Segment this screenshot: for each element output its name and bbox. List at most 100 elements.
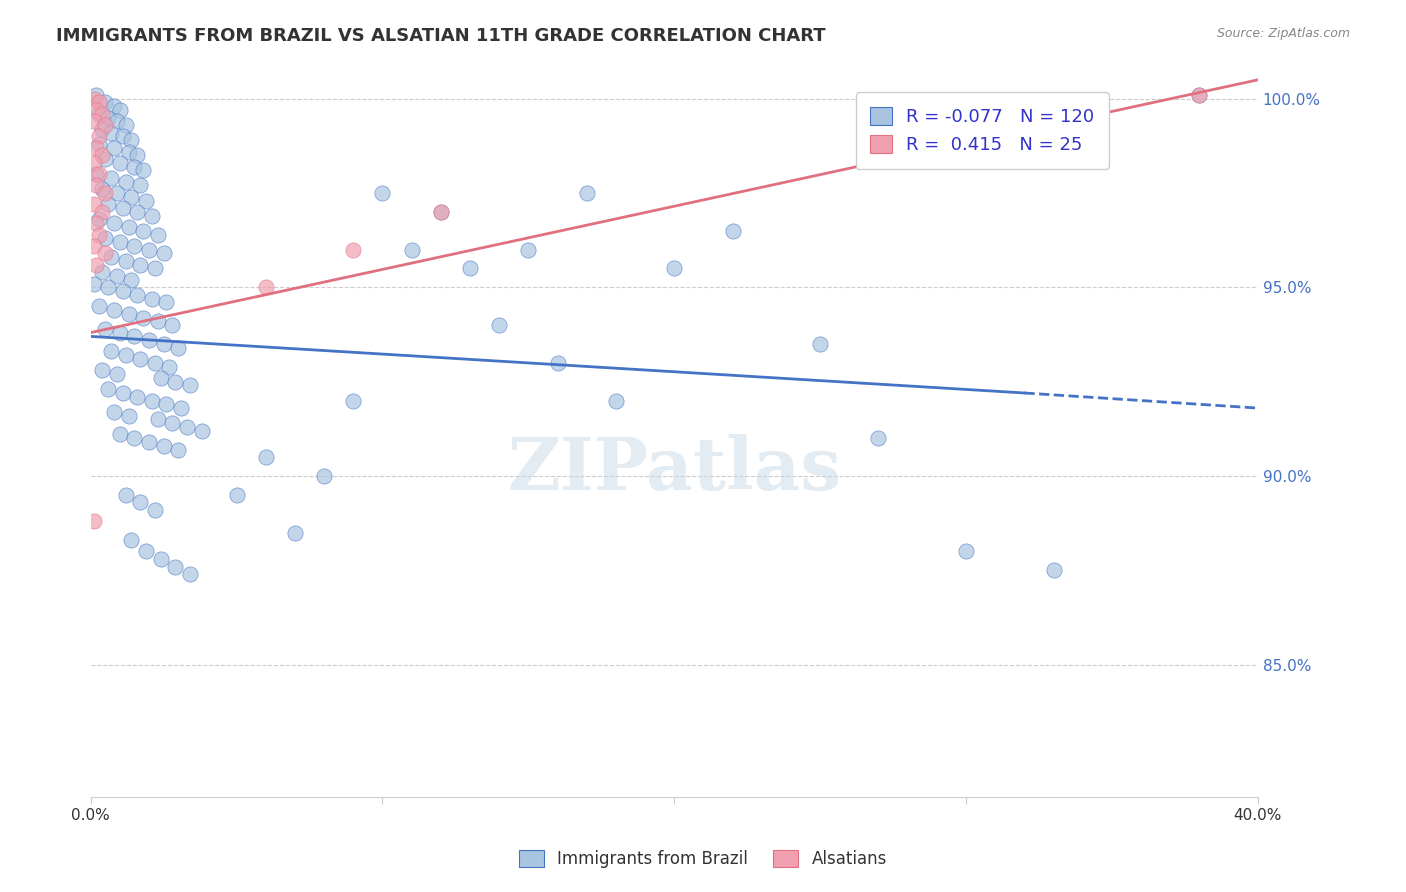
Point xyxy=(135,194,157,208)
Point xyxy=(97,382,120,396)
Point xyxy=(132,224,155,238)
Point xyxy=(89,95,111,110)
Point xyxy=(89,167,111,181)
Point xyxy=(127,390,149,404)
Point xyxy=(143,356,166,370)
Point xyxy=(165,375,187,389)
Point xyxy=(111,284,134,298)
Point xyxy=(105,268,128,283)
Point xyxy=(124,239,146,253)
Point xyxy=(146,314,169,328)
Point xyxy=(138,243,160,257)
Point xyxy=(124,160,146,174)
Point xyxy=(83,114,105,128)
Point xyxy=(458,261,481,276)
Point xyxy=(91,107,114,121)
Point xyxy=(94,322,117,336)
Point xyxy=(111,386,134,401)
Point xyxy=(167,341,190,355)
Point xyxy=(91,363,114,377)
Point xyxy=(94,246,117,260)
Point xyxy=(129,351,152,366)
Point xyxy=(97,197,120,211)
Point xyxy=(114,118,136,132)
Point xyxy=(547,356,569,370)
Point xyxy=(225,488,247,502)
Point xyxy=(342,243,364,257)
Point xyxy=(100,126,122,140)
Point xyxy=(430,205,453,219)
Point xyxy=(91,265,114,279)
Point xyxy=(575,186,598,200)
Point xyxy=(91,121,114,136)
Point xyxy=(155,397,177,411)
Point xyxy=(111,129,134,144)
Point xyxy=(103,216,125,230)
Point xyxy=(868,431,890,445)
Point xyxy=(89,227,111,242)
Point xyxy=(190,424,212,438)
Point xyxy=(89,136,111,151)
Point xyxy=(141,292,163,306)
Point xyxy=(808,337,831,351)
Point xyxy=(138,333,160,347)
Point xyxy=(155,295,177,310)
Point xyxy=(108,427,131,442)
Point xyxy=(91,205,114,219)
Point xyxy=(121,273,143,287)
Point xyxy=(97,280,120,294)
Point xyxy=(152,246,174,260)
Point xyxy=(86,216,108,230)
Point xyxy=(664,261,686,276)
Point xyxy=(129,495,152,509)
Point xyxy=(149,552,172,566)
Point xyxy=(132,310,155,325)
Point xyxy=(105,186,128,200)
Point xyxy=(89,212,111,227)
Point xyxy=(114,175,136,189)
Point xyxy=(149,371,172,385)
Text: IMMIGRANTS FROM BRAZIL VS ALSATIAN 11TH GRADE CORRELATION CHART: IMMIGRANTS FROM BRAZIL VS ALSATIAN 11TH … xyxy=(56,27,825,45)
Point xyxy=(132,163,155,178)
Point xyxy=(143,261,166,276)
Point xyxy=(157,359,180,374)
Point xyxy=(105,367,128,381)
Point xyxy=(91,182,114,196)
Point xyxy=(124,329,146,343)
Point xyxy=(114,488,136,502)
Point xyxy=(108,156,131,170)
Point xyxy=(117,409,139,423)
Point xyxy=(97,111,120,125)
Point xyxy=(83,92,105,106)
Point xyxy=(1188,87,1211,102)
Point xyxy=(103,99,125,113)
Point xyxy=(1188,87,1211,102)
Point xyxy=(176,420,198,434)
Point xyxy=(108,235,131,249)
Point xyxy=(138,435,160,450)
Point xyxy=(152,439,174,453)
Point xyxy=(108,326,131,340)
Point xyxy=(86,258,108,272)
Point xyxy=(83,156,105,170)
Point xyxy=(312,469,335,483)
Point xyxy=(127,205,149,219)
Point xyxy=(127,148,149,162)
Point xyxy=(94,118,117,132)
Point xyxy=(83,514,105,528)
Point xyxy=(162,318,184,332)
Point xyxy=(284,525,307,540)
Point xyxy=(721,224,744,238)
Point xyxy=(89,299,111,313)
Point xyxy=(83,277,105,291)
Point xyxy=(83,197,105,211)
Point xyxy=(114,254,136,268)
Point xyxy=(517,243,540,257)
Point xyxy=(100,344,122,359)
Text: Source: ZipAtlas.com: Source: ZipAtlas.com xyxy=(1216,27,1350,40)
Legend: Immigrants from Brazil, Alsatians: Immigrants from Brazil, Alsatians xyxy=(512,843,894,875)
Point xyxy=(179,378,201,392)
Point xyxy=(129,178,152,193)
Point xyxy=(89,129,111,144)
Point xyxy=(103,303,125,318)
